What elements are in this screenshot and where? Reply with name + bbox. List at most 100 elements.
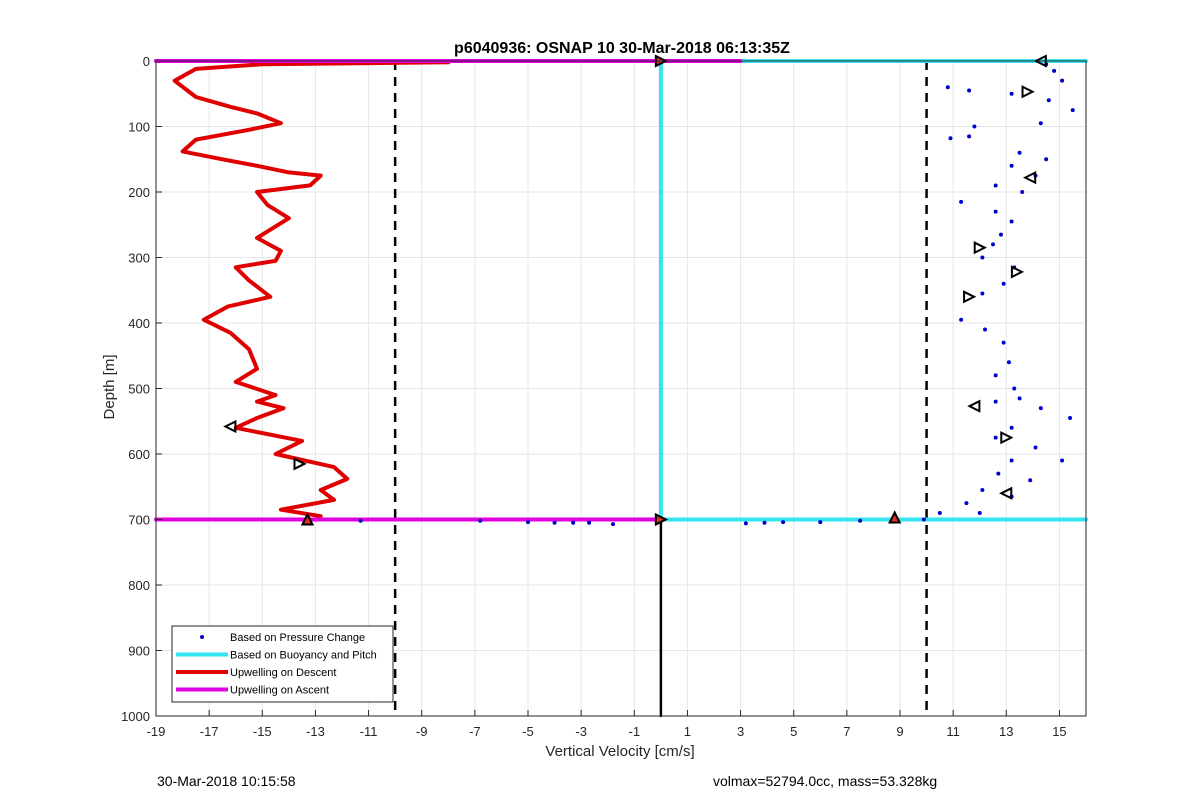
pressure-change-point — [983, 327, 988, 332]
pressure-change-point — [991, 242, 995, 247]
pressure-change-point — [1060, 78, 1065, 83]
pressure-change-point — [980, 255, 985, 260]
y-tick-label: 800 — [128, 578, 150, 593]
y-tick-label: 500 — [128, 382, 150, 397]
profile-marker — [967, 399, 981, 413]
pressure-change-point — [818, 520, 823, 525]
pressure-change-point — [948, 136, 953, 141]
pressure-change-point — [1060, 458, 1065, 463]
pressure-change-point — [1009, 163, 1014, 168]
pressure-change-point — [571, 520, 576, 525]
pressure-change-point — [993, 373, 998, 378]
pressure-change-point — [552, 520, 557, 525]
pressure-change-point — [959, 199, 964, 204]
x-tick-label: 1 — [684, 724, 691, 739]
x-tick-label: -1 — [629, 724, 641, 739]
profile-marker — [973, 241, 987, 255]
pressure-change-point — [358, 518, 363, 523]
pressure-change-point — [977, 510, 982, 515]
x-tick-label: 13 — [999, 724, 1013, 739]
x-tick-label: -13 — [306, 724, 325, 739]
pressure-change-point — [1038, 406, 1043, 411]
pressure-change-point — [959, 317, 964, 322]
y-tick-label: 600 — [128, 447, 150, 462]
pressure-change-point — [587, 520, 592, 525]
legend-label: Upwelling on Descent — [230, 667, 336, 679]
pressure-change-point — [743, 521, 748, 526]
pressure-change-point — [1012, 386, 1017, 391]
y-tick-label: 900 — [128, 644, 150, 659]
y-tick-label: 200 — [128, 185, 150, 200]
profile-marker — [300, 512, 315, 526]
y-tick-label: 400 — [128, 316, 150, 331]
pressure-change-point — [972, 124, 977, 129]
pressure-change-point — [1033, 445, 1038, 450]
pressure-change-point — [1046, 98, 1051, 103]
x-tick-label: -17 — [200, 724, 219, 739]
profile-marker — [1000, 431, 1014, 445]
pressure-change-point — [1070, 108, 1075, 113]
pressure-change-point — [478, 518, 483, 523]
x-tick-label: 3 — [737, 724, 744, 739]
x-tick-label: 5 — [790, 724, 797, 739]
profile-marker — [1010, 265, 1025, 279]
pressure-change-point — [1009, 219, 1014, 224]
axis-ticks: -19 -17 -15 -13 -11 -9 -7 -5 -3 -1 1 3 5 7 9 11 13 150100… — [121, 54, 1067, 739]
x-axis-label: Vertical Velocity [cm/s] — [545, 743, 694, 760]
legend: Based on Pressure Change Based on Buoyanc… — [171, 625, 394, 703]
x-tick-label: 9 — [896, 724, 903, 739]
x-tick-label: 7 — [843, 724, 850, 739]
x-tick-label: -19 — [147, 724, 166, 739]
y-tick-label: 0 — [143, 54, 150, 69]
pressure-change-point — [1006, 360, 1011, 365]
profile-marker — [888, 510, 902, 524]
pressure-change-point — [993, 209, 998, 214]
profile-marker — [999, 486, 1013, 500]
legend-label: Based on Pressure Change — [230, 632, 365, 644]
pressure-change-point — [1028, 478, 1033, 483]
profile-marker — [223, 419, 237, 434]
pressure-change-point — [611, 522, 616, 527]
footer-stats: volmax=52794.0cc, mass=53.328kg — [713, 773, 938, 789]
pressure-change-point — [996, 471, 1001, 476]
series-line — [172, 60, 451, 522]
profile-marker — [963, 290, 977, 304]
pressure-change-point — [993, 435, 998, 440]
pressure-change-point — [967, 134, 972, 139]
x-tick-label: -7 — [469, 724, 481, 739]
pressure-change-point — [526, 520, 530, 525]
y-tick-label: 700 — [128, 513, 150, 528]
pressure-change-point — [1017, 150, 1022, 155]
pressure-change-point — [1009, 425, 1014, 430]
pressure-change-point — [1068, 415, 1073, 420]
pressure-change-point — [937, 510, 942, 515]
pressure-change-point — [1001, 281, 1006, 286]
x-tick-label: 11 — [946, 724, 960, 739]
pressure-change-point — [964, 501, 969, 506]
pressure-change-point — [1038, 121, 1043, 126]
pressure-change-point — [858, 518, 863, 523]
profile-marker — [1022, 170, 1037, 185]
pressure-change-point — [945, 85, 950, 90]
pressure-change-point — [1020, 190, 1025, 194]
profile-marker — [293, 457, 307, 471]
legend-label: Upwelling on Ascent — [230, 685, 329, 697]
x-tick-label: -11 — [360, 724, 378, 739]
y-tick-label: 1000 — [121, 709, 150, 724]
pressure-change-point — [1052, 68, 1057, 73]
pressure-change-point — [993, 399, 998, 404]
profile-marker — [1021, 85, 1035, 99]
x-tick-label: -9 — [416, 724, 428, 739]
pressure-change-point — [1009, 91, 1014, 96]
pressure-change-point — [921, 517, 926, 522]
chart-title: p6040936: OSNAP 10 30-Mar-2018 06:13:35Z — [454, 40, 790, 57]
pressure-change-point — [1044, 157, 1049, 162]
pressure-change-point — [781, 520, 786, 525]
pressure-change-point — [980, 488, 985, 493]
legend-swatch — [200, 635, 204, 639]
pressure-change-point — [993, 183, 998, 188]
pressure-change-point — [1017, 396, 1022, 401]
pressure-change-point — [1001, 340, 1006, 345]
